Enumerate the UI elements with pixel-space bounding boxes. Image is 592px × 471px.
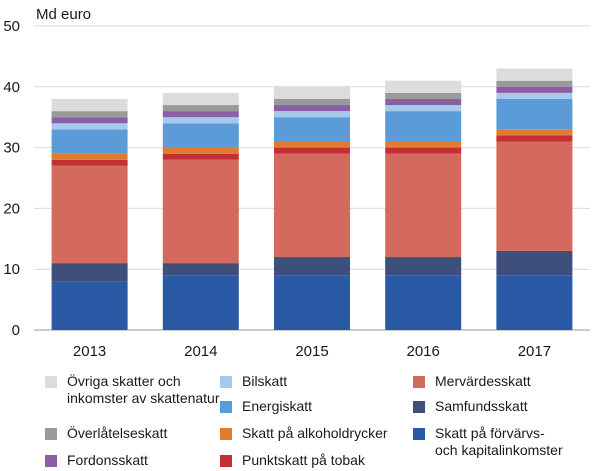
bar-segment xyxy=(274,147,350,154)
bar-segment xyxy=(274,98,350,106)
bar-segment xyxy=(162,105,239,112)
legend-swatch xyxy=(45,428,57,440)
y-tick-label: 50 xyxy=(3,18,20,35)
bar-segment xyxy=(51,263,128,282)
legend-item: Skatt på förvärvs- och kapitalinkomster xyxy=(413,425,563,459)
bar-segment xyxy=(496,275,573,330)
legend-item: Energiskatt xyxy=(220,398,312,415)
legend-label: Skatt på förvärvs- och kapitalinkomster xyxy=(435,425,563,458)
bar-segment xyxy=(274,111,350,118)
y-tick-label: 0 xyxy=(12,322,20,339)
legend-item: Samfundsskatt xyxy=(413,398,528,415)
legend-swatch xyxy=(220,455,232,467)
bar-segment xyxy=(496,68,573,81)
bar-segment xyxy=(385,92,462,99)
bar-segment xyxy=(162,111,239,118)
legend-label: Övriga skatter och inkomster av skattena… xyxy=(67,373,220,406)
bar-segment xyxy=(51,98,128,112)
bar-segment xyxy=(162,117,239,124)
legend-item: Övriga skatter och inkomster av skattena… xyxy=(45,373,220,407)
legend-swatch xyxy=(220,376,232,388)
bar-segment xyxy=(274,257,350,276)
y-tick-label: 20 xyxy=(3,200,20,217)
x-tick-label: 2016 xyxy=(407,343,440,360)
bar-segment xyxy=(274,105,350,112)
legend-swatch xyxy=(45,455,57,467)
bars xyxy=(51,68,573,330)
bar-segment xyxy=(496,135,573,142)
bar-segment xyxy=(385,275,462,330)
legend-label: Punktskatt på tobak xyxy=(242,452,365,468)
y-tick-labels: 0 10 20 30 40 50 xyxy=(3,18,20,339)
legend-swatch xyxy=(413,428,425,440)
legend-swatch xyxy=(220,401,232,413)
bar-segment xyxy=(274,275,350,330)
x-tick-label: 2015 xyxy=(295,343,328,360)
bar-segment xyxy=(51,129,128,154)
bar-segment xyxy=(274,117,350,142)
bar-segment xyxy=(385,257,462,276)
bar-segment xyxy=(51,159,128,166)
bar-segment xyxy=(385,80,462,93)
legend-label: Energiskatt xyxy=(242,398,313,414)
bar-segment xyxy=(496,98,573,130)
legend-swatch xyxy=(413,376,425,388)
legend-swatch xyxy=(413,401,425,413)
x-tick-label: 2013 xyxy=(73,343,106,360)
y-tick-label: 10 xyxy=(3,261,20,278)
legend-item: Överlåtelseskatt xyxy=(45,425,167,442)
legend-item: Punktskatt på tobak xyxy=(220,452,365,469)
bar-segment xyxy=(385,147,462,154)
bar-segment xyxy=(496,80,573,87)
bar-segment xyxy=(162,263,239,276)
bar-segment xyxy=(385,111,462,142)
legend: Övriga skatter och inkomster av skattena… xyxy=(0,368,592,471)
bar-segment xyxy=(162,275,239,330)
bar-segment xyxy=(51,153,128,160)
bar-segment xyxy=(385,153,462,258)
bar-segment xyxy=(162,147,239,154)
y-tick-label: 40 xyxy=(3,79,20,96)
bar-segment xyxy=(274,86,350,99)
bar-segment xyxy=(274,153,350,258)
bar-segment xyxy=(496,141,573,251)
legend-label: Fordonsskatt xyxy=(67,452,148,468)
legend-swatch xyxy=(220,428,232,440)
bar-segment xyxy=(162,153,239,160)
legend-item: Bilskatt xyxy=(220,373,287,390)
bar-segment xyxy=(274,141,350,148)
legend-label: Skatt på alkoholdrycker xyxy=(242,425,388,441)
bar-segment xyxy=(162,159,239,264)
bar-segment xyxy=(496,129,573,136)
x-tick-label: 2017 xyxy=(518,343,551,360)
legend-label: Överlåtelseskatt xyxy=(67,425,168,441)
y-axis-label: Md euro xyxy=(36,6,91,23)
legend-item: Fordonsskatt xyxy=(45,452,148,469)
legend-item: Mervärdesskatt xyxy=(413,373,531,390)
bar-segment xyxy=(51,117,128,124)
legend-item: Skatt på alkoholdrycker xyxy=(220,425,388,442)
bar-segment xyxy=(385,141,462,148)
legend-swatch xyxy=(45,376,57,388)
stacked-bar-chart: 0 10 20 30 40 50 2013 2014 2015 2016 2017 Md euro xyxy=(3,6,590,360)
x-tick-label: 2014 xyxy=(184,343,217,360)
bar-segment xyxy=(385,105,462,112)
bar-segment xyxy=(51,281,128,330)
legend-label: Mervärdesskatt xyxy=(435,373,531,389)
legend-label: Samfundsskatt xyxy=(435,398,528,414)
legend-label: Bilskatt xyxy=(242,373,288,389)
bar-segment xyxy=(496,92,573,99)
x-tick-labels: 2013 2014 2015 2016 2017 xyxy=(73,343,551,360)
bar-segment xyxy=(385,98,462,106)
bar-segment xyxy=(496,250,573,276)
bar-segment xyxy=(162,92,239,106)
bar-segment xyxy=(51,165,128,264)
bar-segment xyxy=(51,123,128,130)
y-tick-label: 30 xyxy=(3,140,20,157)
bar-segment xyxy=(51,111,128,118)
bar-segment xyxy=(162,123,239,148)
bar-segment xyxy=(496,86,573,93)
